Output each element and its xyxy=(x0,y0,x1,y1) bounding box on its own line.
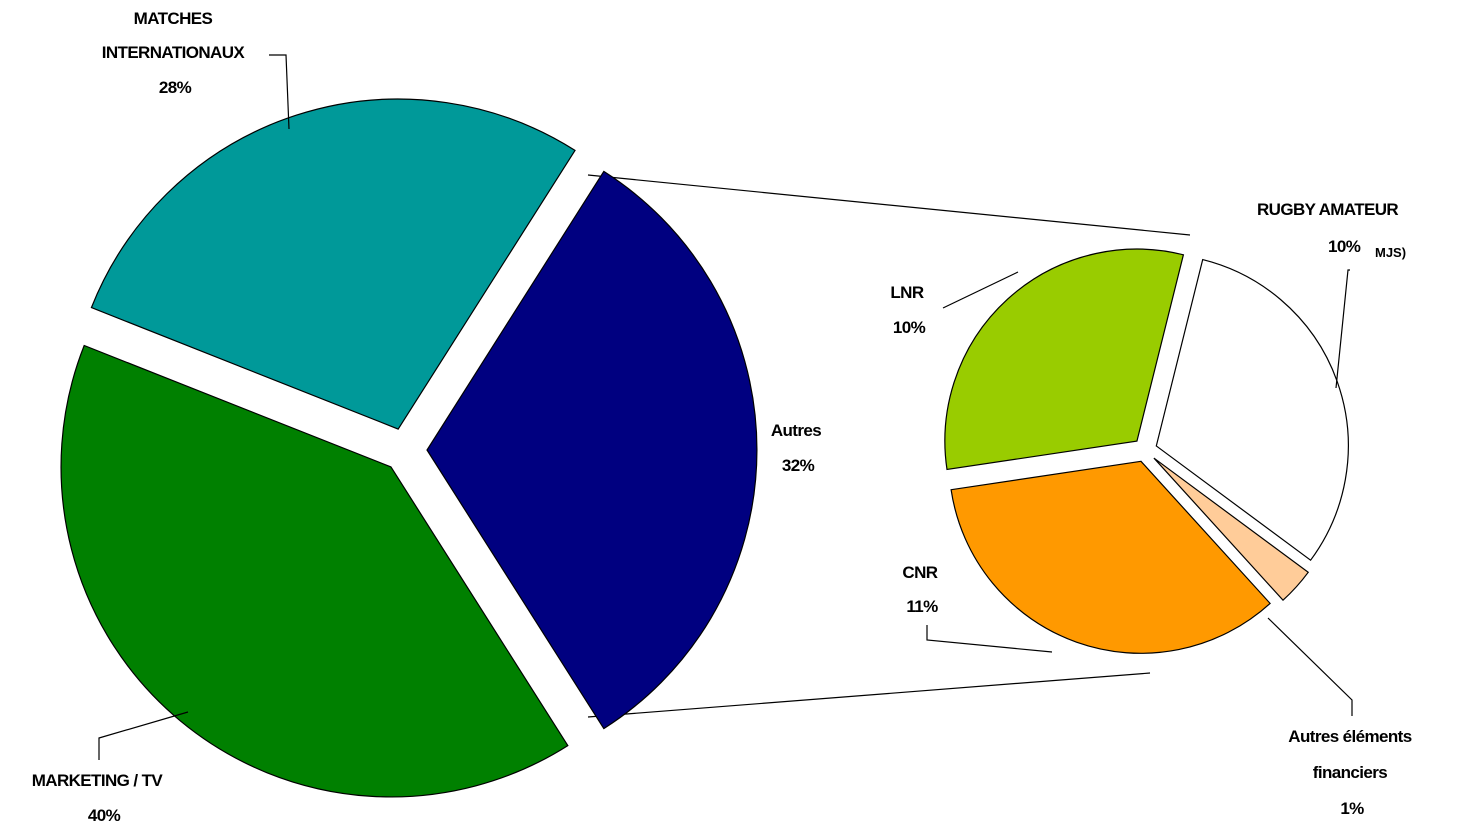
leader-matches xyxy=(269,54,290,130)
slice-cnr xyxy=(950,460,1271,654)
value-label: 32% xyxy=(782,456,815,475)
lnr-label: LNR 10% xyxy=(890,283,927,337)
connector-bottom xyxy=(587,672,1151,718)
label-line: Autres éléments xyxy=(1288,727,1411,746)
connector-lines xyxy=(587,174,1191,718)
main-pie xyxy=(60,98,758,798)
label-line: INTERNATIONAUX xyxy=(102,43,246,62)
secondary-pie xyxy=(944,248,1349,654)
autres-elements-financiers-label: Autres éléments financiers 1% xyxy=(1288,727,1415,818)
label-line: LNR xyxy=(890,283,923,302)
label-line: Autres xyxy=(771,421,821,440)
slice-autres xyxy=(426,170,758,730)
label-line: MARKETING / TV xyxy=(32,771,164,790)
slice-autres-elements-financiers xyxy=(1153,457,1310,602)
rugby-amateur-label: RUGBY AMATEUR xyxy=(1257,200,1398,219)
leader-lines xyxy=(98,54,1353,760)
label-line: financiers xyxy=(1313,763,1387,782)
rugby-amateur-value: 10% xyxy=(1328,237,1361,256)
value-label: 11% xyxy=(906,597,938,616)
leader-cnr xyxy=(926,625,1053,653)
value-label: 40% xyxy=(88,806,121,825)
connector-top xyxy=(587,174,1191,236)
value-label: 10% xyxy=(893,318,926,337)
slice-lnr xyxy=(944,248,1185,471)
label-line: RUGBY AMATEUR xyxy=(1257,200,1398,219)
rugby-amateur-suffix: MJS) xyxy=(1375,245,1406,260)
autres-label: Autres 32% xyxy=(771,421,825,475)
value-label: 1% xyxy=(1340,799,1364,818)
value-suffix: MJS) xyxy=(1375,245,1406,260)
leader-rugby xyxy=(1335,269,1350,389)
matches-internationaux-label: MATCHES INTERNATIONAUX 28% xyxy=(102,9,249,97)
cnr-label: CNR 11% xyxy=(902,563,941,616)
marketing-tv-label: MARKETING / TV 40% xyxy=(32,771,167,825)
value-label: 10% xyxy=(1328,237,1361,256)
label-line: MATCHES xyxy=(134,9,213,28)
slice-matches-internationaux xyxy=(90,98,576,430)
leader-lnr xyxy=(942,271,1019,309)
leader-autres-fin xyxy=(1267,617,1353,716)
value-label: 28% xyxy=(159,78,192,97)
leader-marketing xyxy=(98,711,189,760)
label-line: CNR xyxy=(902,563,937,582)
slice-marketing-tv xyxy=(60,344,569,798)
